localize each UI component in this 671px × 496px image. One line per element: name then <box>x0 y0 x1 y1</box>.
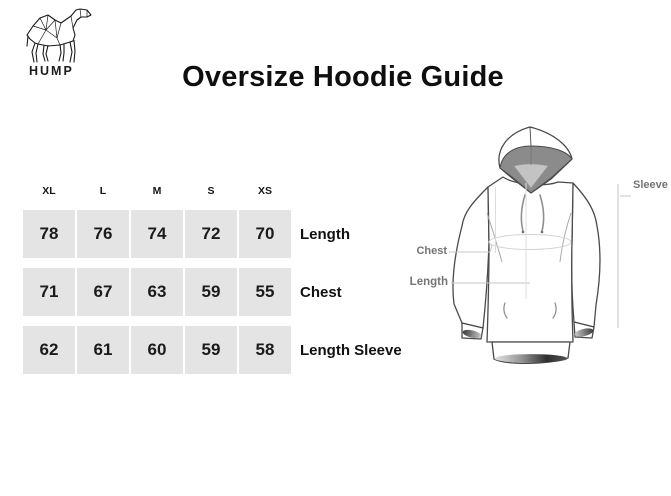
size-value-cell: 74 <box>131 210 183 258</box>
size-value-cell: 63 <box>131 268 183 316</box>
sleeve-measure-label: Sleeve <box>633 179 668 191</box>
size-value-cell: 62 <box>23 326 75 374</box>
size-value-cell: 59 <box>185 326 237 374</box>
table-row-chest: 71 67 63 59 55 Chest <box>23 268 342 316</box>
size-value-cell: 78 <box>23 210 75 258</box>
size-value-cell: 58 <box>239 326 291 374</box>
size-table: XL L M S XS 78 76 74 72 70 Length 71 67 … <box>23 185 402 384</box>
size-column-header: L <box>99 185 107 197</box>
chest-measure-line <box>449 244 493 253</box>
row-label-length: Length <box>300 225 350 243</box>
size-value-cell: 67 <box>77 268 129 316</box>
size-value-cell: 59 <box>185 268 237 316</box>
brand-name: HUMP <box>29 64 74 78</box>
size-value-cell: 70 <box>239 210 291 258</box>
brand-logo: HUMP <box>24 8 96 78</box>
page-title: Oversize Hoodie Guide <box>182 61 504 93</box>
row-label-chest: Chest <box>300 283 342 301</box>
hoodie-diagram: Sleeve Chest Length <box>395 113 671 405</box>
table-row-length: 78 76 74 72 70 Length <box>23 210 350 258</box>
size-column-header: XL <box>42 185 56 197</box>
size-table-header-row: XL L M S XS <box>23 185 291 197</box>
size-value-cell: 60 <box>131 326 183 374</box>
size-column-header: M <box>152 185 162 197</box>
size-value-cell: 76 <box>77 210 129 258</box>
camel-logo-icon <box>24 8 96 64</box>
length-measure-label: Length <box>409 276 448 288</box>
size-column-header: XS <box>257 185 272 197</box>
size-value-cell: 71 <box>23 268 75 316</box>
size-column-header: S <box>207 185 215 197</box>
size-value-cell: 61 <box>77 326 129 374</box>
size-value-cell: 72 <box>185 210 237 258</box>
size-value-cell: 55 <box>239 268 291 316</box>
chest-measure-label: Chest <box>416 245 447 257</box>
row-label-length-sleeve: Length Sleeve <box>300 341 402 359</box>
table-row-length-sleeve: 62 61 60 59 58 Length Sleeve <box>23 326 402 374</box>
